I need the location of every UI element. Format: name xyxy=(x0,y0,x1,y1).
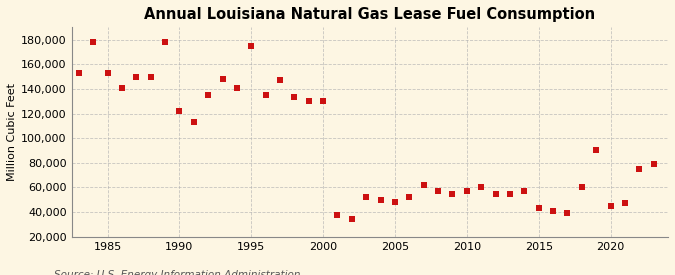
Point xyxy=(576,185,587,190)
Point xyxy=(433,189,443,193)
Point xyxy=(490,191,501,196)
Point xyxy=(418,183,429,187)
Point xyxy=(519,189,530,193)
Point xyxy=(504,191,515,196)
Point xyxy=(648,162,659,166)
Point xyxy=(476,185,487,190)
Title: Annual Louisiana Natural Gas Lease Fuel Consumption: Annual Louisiana Natural Gas Lease Fuel … xyxy=(144,7,595,22)
Point xyxy=(246,43,256,48)
Point xyxy=(375,197,386,202)
Point xyxy=(289,95,300,100)
Point xyxy=(318,99,329,103)
Point xyxy=(591,148,601,153)
Point xyxy=(275,78,286,82)
Point xyxy=(462,189,472,193)
Point xyxy=(389,200,400,204)
Point xyxy=(605,204,616,208)
Point xyxy=(547,209,558,213)
Point xyxy=(533,206,544,211)
Point xyxy=(562,211,573,216)
Point xyxy=(74,71,84,75)
Point xyxy=(361,195,372,199)
Point xyxy=(202,93,213,97)
Point xyxy=(232,86,242,90)
Point xyxy=(117,86,128,90)
Point xyxy=(447,191,458,196)
Y-axis label: Million Cubic Feet: Million Cubic Feet xyxy=(7,83,17,181)
Point xyxy=(332,212,343,217)
Point xyxy=(217,77,228,81)
Point xyxy=(159,40,170,44)
Point xyxy=(620,201,630,206)
Point xyxy=(174,109,185,113)
Text: Source: U.S. Energy Information Administration: Source: U.S. Energy Information Administ… xyxy=(54,271,300,275)
Point xyxy=(88,40,99,44)
Point xyxy=(261,93,271,97)
Point xyxy=(303,99,314,103)
Point xyxy=(102,71,113,75)
Point xyxy=(145,74,156,79)
Point xyxy=(131,74,142,79)
Point xyxy=(346,217,357,222)
Point xyxy=(634,167,645,171)
Point xyxy=(188,120,199,124)
Point xyxy=(404,195,414,199)
